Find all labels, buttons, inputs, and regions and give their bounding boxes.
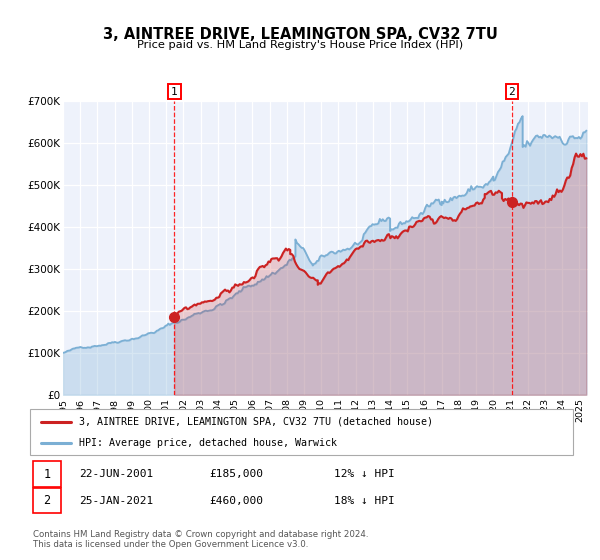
Text: 25-JAN-2021: 25-JAN-2021: [79, 496, 153, 506]
Text: 3, AINTREE DRIVE, LEAMINGTON SPA, CV32 7TU: 3, AINTREE DRIVE, LEAMINGTON SPA, CV32 7…: [103, 27, 497, 42]
Text: 3, AINTREE DRIVE, LEAMINGTON SPA, CV32 7TU (detached house): 3, AINTREE DRIVE, LEAMINGTON SPA, CV32 7…: [79, 417, 433, 427]
FancyBboxPatch shape: [33, 488, 61, 514]
Text: 2: 2: [508, 87, 515, 97]
Text: 22-JUN-2001: 22-JUN-2001: [79, 469, 153, 479]
Text: 18% ↓ HPI: 18% ↓ HPI: [334, 496, 395, 506]
Text: 12% ↓ HPI: 12% ↓ HPI: [334, 469, 395, 479]
Text: HPI: Average price, detached house, Warwick: HPI: Average price, detached house, Warw…: [79, 438, 337, 448]
Text: 1: 1: [171, 87, 178, 97]
Text: £460,000: £460,000: [209, 496, 263, 506]
Text: Price paid vs. HM Land Registry's House Price Index (HPI): Price paid vs. HM Land Registry's House …: [137, 40, 463, 50]
Text: £185,000: £185,000: [209, 469, 263, 479]
FancyBboxPatch shape: [33, 461, 61, 487]
Text: 1: 1: [43, 468, 50, 480]
Text: Contains HM Land Registry data © Crown copyright and database right 2024.
This d: Contains HM Land Registry data © Crown c…: [33, 530, 368, 549]
Text: 2: 2: [43, 494, 50, 507]
FancyBboxPatch shape: [30, 409, 573, 455]
